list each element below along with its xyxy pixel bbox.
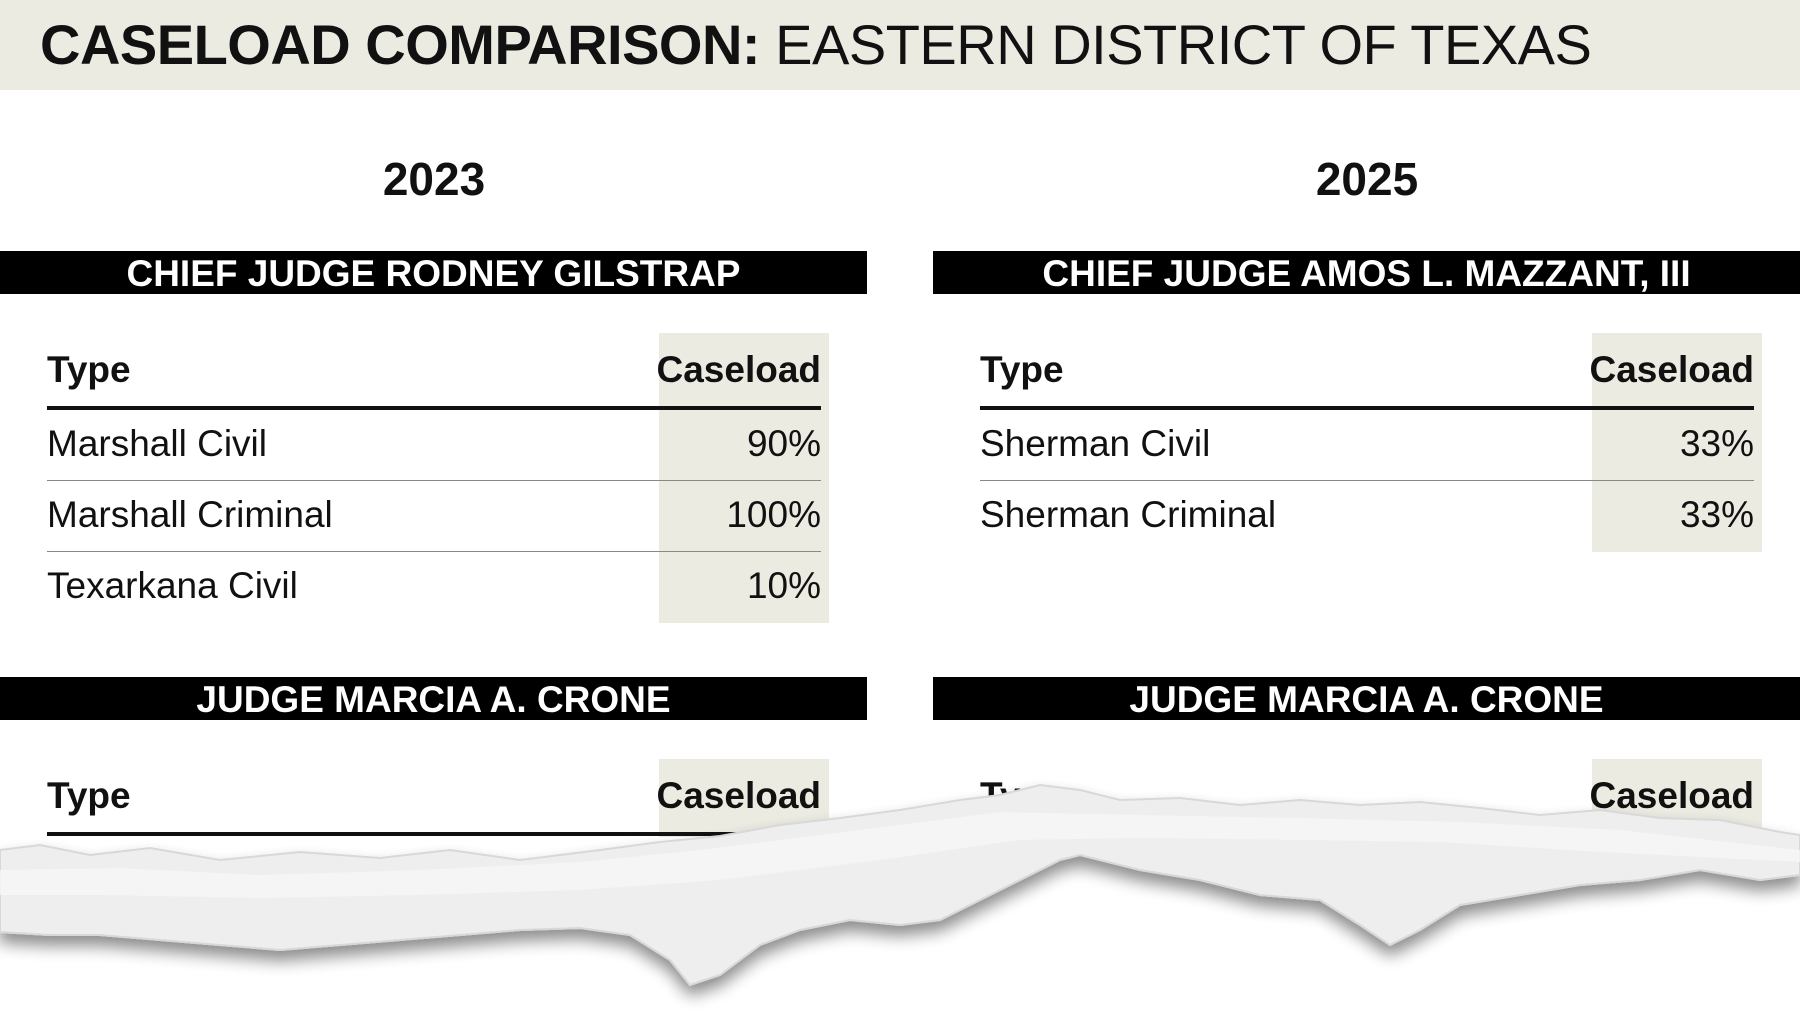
- row-type: Marshall Criminal: [47, 494, 333, 535]
- judge-banner: JUDGE MARCIA A. CRONE: [0, 677, 867, 720]
- title-bold: CASELOAD COMPARISON:: [40, 13, 761, 76]
- row-caseload: 33%: [1679, 423, 1754, 464]
- header-rule: [980, 406, 1754, 410]
- row-type: Sherman Civil: [980, 423, 1211, 464]
- row-rule: [47, 480, 821, 481]
- judge-banner: CHIEF JUDGE AMOS L. MAZZANT, III: [933, 251, 1800, 294]
- header-rule: [47, 406, 821, 410]
- column-header: Type: [47, 775, 131, 816]
- title-bar: CASELOAD COMPARISON: EASTERN DISTRICT OF…: [0, 0, 1800, 90]
- row-caseload: 100%: [726, 494, 821, 535]
- column-header: Caseload: [1589, 775, 1754, 816]
- paper-highlight: [0, 812, 1800, 898]
- title: CASELOAD COMPARISON: EASTERN DISTRICT OF…: [40, 12, 1592, 77]
- title-rest: EASTERN DISTRICT OF TEXAS: [775, 13, 1592, 76]
- column-header: Type: [47, 349, 131, 390]
- row-rule: [980, 480, 1754, 481]
- column-header: Caseload: [656, 349, 821, 390]
- caseload-column-shade: [659, 333, 829, 623]
- judge-banner: JUDGE MARCIA A. CRONE: [933, 677, 1800, 720]
- year-heading: 2023: [382, 153, 486, 205]
- row-caseload: 10%: [746, 565, 821, 606]
- row-type: Sherman Criminal: [980, 494, 1277, 535]
- year-heading: 2025: [1315, 153, 1419, 205]
- caseload-column-shade: [1592, 333, 1762, 552]
- row-type: Texarkana Civil: [47, 565, 298, 606]
- header-rule: [47, 832, 821, 836]
- column-header: Caseload: [1589, 349, 1754, 390]
- row-caseload: 33%: [1679, 494, 1754, 535]
- column-header: Caseload: [656, 775, 821, 816]
- judge-banner: CHIEF JUDGE RODNEY GILSTRAP: [0, 251, 867, 294]
- column-header: Type: [980, 349, 1064, 390]
- row-type: Marshall Civil: [47, 423, 267, 464]
- row-rule: [47, 551, 821, 552]
- row-caseload: 90%: [746, 423, 821, 464]
